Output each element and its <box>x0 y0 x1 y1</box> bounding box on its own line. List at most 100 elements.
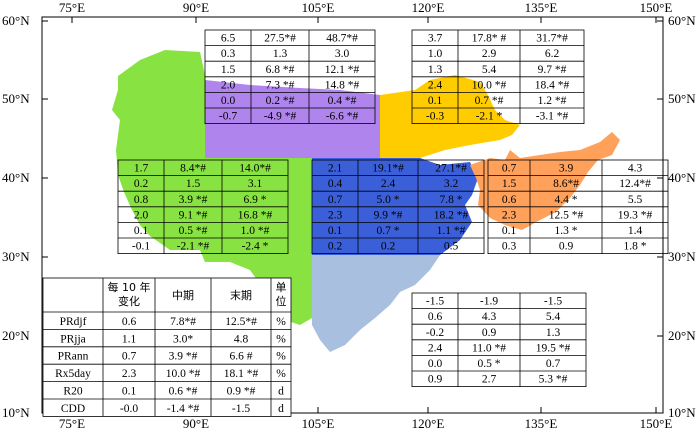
table-cell: 0.9 <box>428 374 443 386</box>
table-cell: 6.5 <box>221 33 236 45</box>
y-tick-label-right: 20°N <box>668 328 696 343</box>
table-cell: 2.0 <box>221 79 236 91</box>
table-cell: 0.2 <box>381 241 396 253</box>
table-cell: 12.1 *# <box>325 64 360 76</box>
legend-header: 中期 <box>172 289 194 302</box>
legend-cell: 10.0 *# <box>166 368 201 380</box>
x-tick-label-top: 75°E <box>59 0 85 15</box>
region-north <box>205 80 380 158</box>
legend-border <box>42 277 292 417</box>
table-cell: 0.1 <box>428 95 443 107</box>
legend-cell: 3.0* <box>173 333 193 345</box>
table-cell: 0.0 <box>428 358 443 370</box>
legend-cell: d <box>278 386 284 398</box>
table-cell: 1.8 * <box>624 241 647 253</box>
table-northeast: 3.7 17.8* # 31.7*# 1.0 2.9 6.2 1.3 5.4 9.7 *# 2.4… <box>411 29 585 124</box>
legend-header: 末期 <box>230 288 252 302</box>
table-cell: -2.1 *# <box>177 241 210 253</box>
region-layer <box>112 50 620 352</box>
legend-index-name: Rx5day <box>55 368 91 380</box>
legend-index-name: PRann <box>58 351 89 363</box>
table-cell: 0.6 <box>502 194 517 206</box>
table-cell: -0.1 <box>132 241 150 253</box>
table-cell: 3.9 *# <box>179 194 208 206</box>
x-tick-label-bottom: 120°E <box>412 416 445 431</box>
table-cell: 0.7 *# <box>475 95 504 107</box>
table-cell: 1.4 <box>628 225 643 237</box>
table-cell: 18.2 *# <box>434 209 469 221</box>
table-cell: 19.5 *# <box>536 342 571 354</box>
table-cell: 18.4 *# <box>535 79 570 91</box>
table-cell: 6.9 * <box>244 194 267 206</box>
table-cell: 0.2 <box>328 241 343 253</box>
table-north: 6.5 27.5*# 48.7*# 0.3 1.3 3.0 1.5 6.8 *# 12.1 *#… <box>204 29 376 124</box>
legend-cell: 1.1 <box>122 333 137 345</box>
table-cell: 2.3 <box>502 209 517 221</box>
table-cell: 1.3 * <box>555 225 578 237</box>
legend-cell: 0.1 <box>122 386 137 398</box>
x-tick-label-bottom: 75°E <box>59 416 85 431</box>
legend-cell: 0.7 <box>122 351 137 363</box>
y-tick-label-right: 10°N <box>668 405 696 420</box>
y-tick-label-right: 40°N <box>668 170 696 185</box>
table-cell: 3.7 <box>428 33 443 45</box>
table-cell: 5.4 <box>546 311 561 323</box>
table-cell: 1.1 *# <box>437 225 466 237</box>
legend-cell: 0.6 *# <box>169 386 198 398</box>
table-cell: 0.1 <box>134 225 149 237</box>
table-cell: 0.7 <box>502 163 517 175</box>
table-cell: 1.0 *# <box>241 225 270 237</box>
table-cell: 0.6 <box>428 311 443 323</box>
table-cell: 19.1*# <box>372 163 404 175</box>
table-cell: 5.0 * <box>377 194 400 206</box>
legend-cell: 12.5*# <box>225 316 257 328</box>
region-northeast <box>380 75 520 158</box>
table-cell: 9.9 *# <box>374 209 403 221</box>
legend-header: 单 <box>276 281 287 294</box>
table-central-east: 2.1 19.1*# 27.1*# 0.4 2.4 3.2 0.7 5.0 * 7.8 * 2.3… <box>311 159 485 254</box>
table-cell: 0.1 <box>328 225 343 237</box>
table-cell: 10.0 *# <box>472 79 507 91</box>
table-cell: 5.3 *# <box>539 374 568 386</box>
table-cell: -1.5 <box>544 296 562 308</box>
table-cell: -4.9 *# <box>264 111 297 123</box>
table-cell: 27.1*# <box>435 163 467 175</box>
table-cell: 11.0 *# <box>472 342 506 354</box>
y-tick-label-left: 10°N <box>2 405 30 420</box>
table-cell: 0.7 <box>546 358 561 370</box>
table-cell: -1.5 <box>426 296 444 308</box>
table-cell: 7.3 *# <box>266 79 295 91</box>
table-southeast: -1.5 -1.9 -1.5 0.6 4.3 5.4 -0.2 0.9 1.3 2.4 11.0 *… <box>411 292 587 387</box>
table-cell: 6.8 *# <box>266 64 295 76</box>
table-cell: 5.5 <box>628 194 643 206</box>
region-tables: 6.5 27.5*# 48.7*# 0.3 1.3 3.0 1.5 6.8 *# 12.1 *#… <box>117 29 669 387</box>
table-cell: 19.3 *# <box>618 209 653 221</box>
x-tick-label-top: 120°E <box>412 0 445 15</box>
y-tick-label-right: 50°N <box>668 91 696 106</box>
table-cell: 1.5 <box>221 64 236 76</box>
table-cell: 1.3 <box>546 327 561 339</box>
table-cell: 0.4 *# <box>328 95 357 107</box>
table-cell: 0.5 <box>444 241 459 253</box>
legend-index-name: PRjja <box>60 333 86 345</box>
table-cell: 1.0 <box>428 48 443 60</box>
table-cell: -2.4 * <box>242 241 269 253</box>
table-cell: 3.9 <box>559 163 574 175</box>
table-cell: 0.4 <box>328 178 343 190</box>
table-cell: 1.5 <box>502 178 517 190</box>
table-cell: -6.6 *# <box>326 111 359 123</box>
table-cell: 12.4*# <box>619 178 651 190</box>
table-cell: 3.0 <box>335 48 350 60</box>
table-cell: 2.4 <box>428 79 443 91</box>
y-tick-label-left: 60°N <box>2 13 30 28</box>
legend-header: 位 <box>276 294 287 308</box>
table-cell: 0.0 <box>221 95 236 107</box>
x-tick-label-top: 135°E <box>525 0 558 15</box>
table-cell: 1.2 *# <box>538 95 567 107</box>
table-cell: -2.1 * <box>476 111 503 123</box>
table-cell: -3.1 *# <box>536 111 569 123</box>
table-cell: -1.9 <box>480 296 498 308</box>
table-cell: 14.0*# <box>239 163 271 175</box>
y-tick-label-left: 50°N <box>2 91 30 106</box>
